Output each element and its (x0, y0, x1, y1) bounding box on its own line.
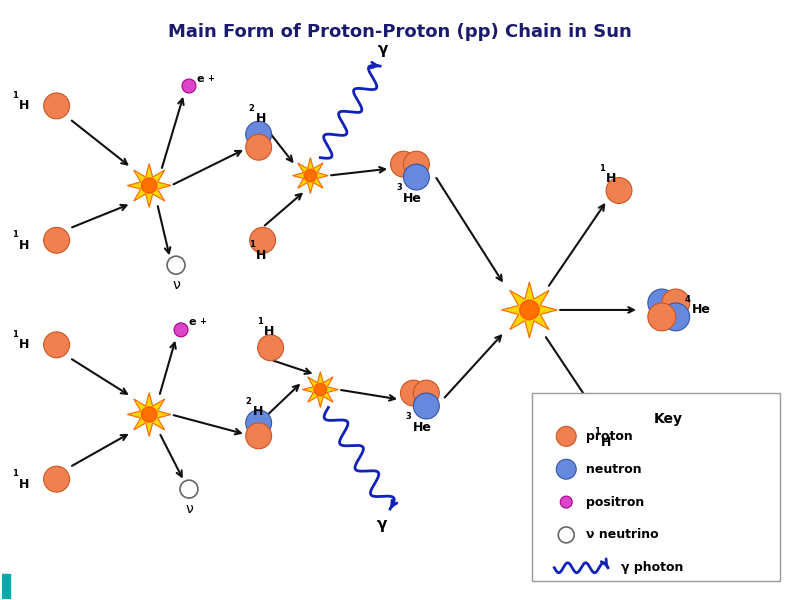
Text: 1: 1 (594, 427, 600, 436)
Text: H: H (256, 112, 266, 125)
Text: ν neutrino: ν neutrino (586, 529, 658, 541)
Circle shape (560, 496, 572, 508)
Polygon shape (502, 282, 558, 338)
Circle shape (44, 227, 70, 253)
Text: 2: 2 (246, 397, 251, 406)
Polygon shape (127, 392, 171, 436)
Circle shape (246, 134, 271, 160)
Text: He: He (403, 192, 422, 205)
Polygon shape (293, 158, 328, 193)
FancyBboxPatch shape (532, 392, 780, 581)
Circle shape (414, 393, 439, 419)
Text: H: H (264, 325, 274, 338)
Text: H: H (253, 405, 263, 418)
Polygon shape (2, 574, 10, 599)
Circle shape (246, 410, 271, 436)
Text: neutron: neutron (586, 463, 642, 476)
Text: γ photon: γ photon (621, 561, 683, 574)
Text: γ: γ (377, 517, 387, 532)
Circle shape (403, 151, 430, 177)
Circle shape (44, 93, 70, 119)
Circle shape (142, 178, 157, 193)
Text: H: H (18, 338, 29, 351)
Circle shape (246, 423, 271, 449)
Text: 3: 3 (406, 412, 412, 421)
Text: 2: 2 (249, 104, 254, 113)
Circle shape (556, 427, 576, 446)
Circle shape (250, 227, 275, 253)
Circle shape (167, 256, 185, 274)
Text: H: H (601, 436, 611, 449)
Circle shape (401, 380, 426, 406)
Text: 1: 1 (12, 330, 18, 339)
Circle shape (390, 151, 417, 177)
Polygon shape (127, 164, 171, 208)
Circle shape (662, 303, 690, 331)
Circle shape (558, 527, 574, 543)
Circle shape (44, 466, 70, 492)
Text: 1: 1 (12, 91, 18, 100)
Text: ν: ν (172, 278, 180, 292)
Text: H: H (256, 249, 266, 262)
Circle shape (648, 303, 676, 331)
Text: γ: γ (378, 41, 388, 56)
Text: 1: 1 (599, 164, 605, 173)
Circle shape (44, 332, 70, 358)
Text: He: He (413, 421, 432, 434)
Text: positron: positron (586, 496, 644, 509)
Text: 1: 1 (257, 317, 262, 326)
Polygon shape (302, 371, 338, 407)
Text: e: e (197, 74, 205, 84)
Text: Main Form of Proton-Proton (pp) Chain in Sun: Main Form of Proton-Proton (pp) Chain in… (168, 23, 632, 41)
Text: ν: ν (185, 502, 193, 516)
Circle shape (246, 121, 271, 147)
Circle shape (258, 335, 283, 361)
Text: +: + (207, 74, 214, 83)
Circle shape (520, 300, 539, 320)
Text: 1: 1 (12, 469, 18, 478)
Circle shape (601, 416, 627, 442)
Text: 4: 4 (685, 295, 690, 304)
Text: proton: proton (586, 430, 633, 443)
Text: H: H (18, 100, 29, 112)
Circle shape (142, 407, 157, 422)
Circle shape (648, 289, 676, 317)
Text: He: He (692, 304, 710, 316)
Circle shape (606, 178, 632, 203)
Text: H: H (606, 172, 617, 185)
Text: 1: 1 (12, 230, 18, 239)
Text: H: H (18, 239, 29, 252)
Circle shape (662, 289, 690, 317)
Circle shape (304, 169, 317, 182)
Text: 3: 3 (396, 184, 402, 193)
Circle shape (556, 459, 576, 479)
Circle shape (174, 323, 188, 337)
Circle shape (314, 383, 326, 396)
Circle shape (180, 480, 198, 498)
Text: H: H (18, 478, 29, 491)
Circle shape (414, 380, 439, 406)
Text: +: + (199, 317, 206, 326)
Text: e: e (189, 317, 197, 327)
Text: 1: 1 (249, 240, 254, 249)
Circle shape (182, 79, 196, 93)
Text: Key: Key (654, 412, 683, 427)
Circle shape (403, 164, 430, 190)
